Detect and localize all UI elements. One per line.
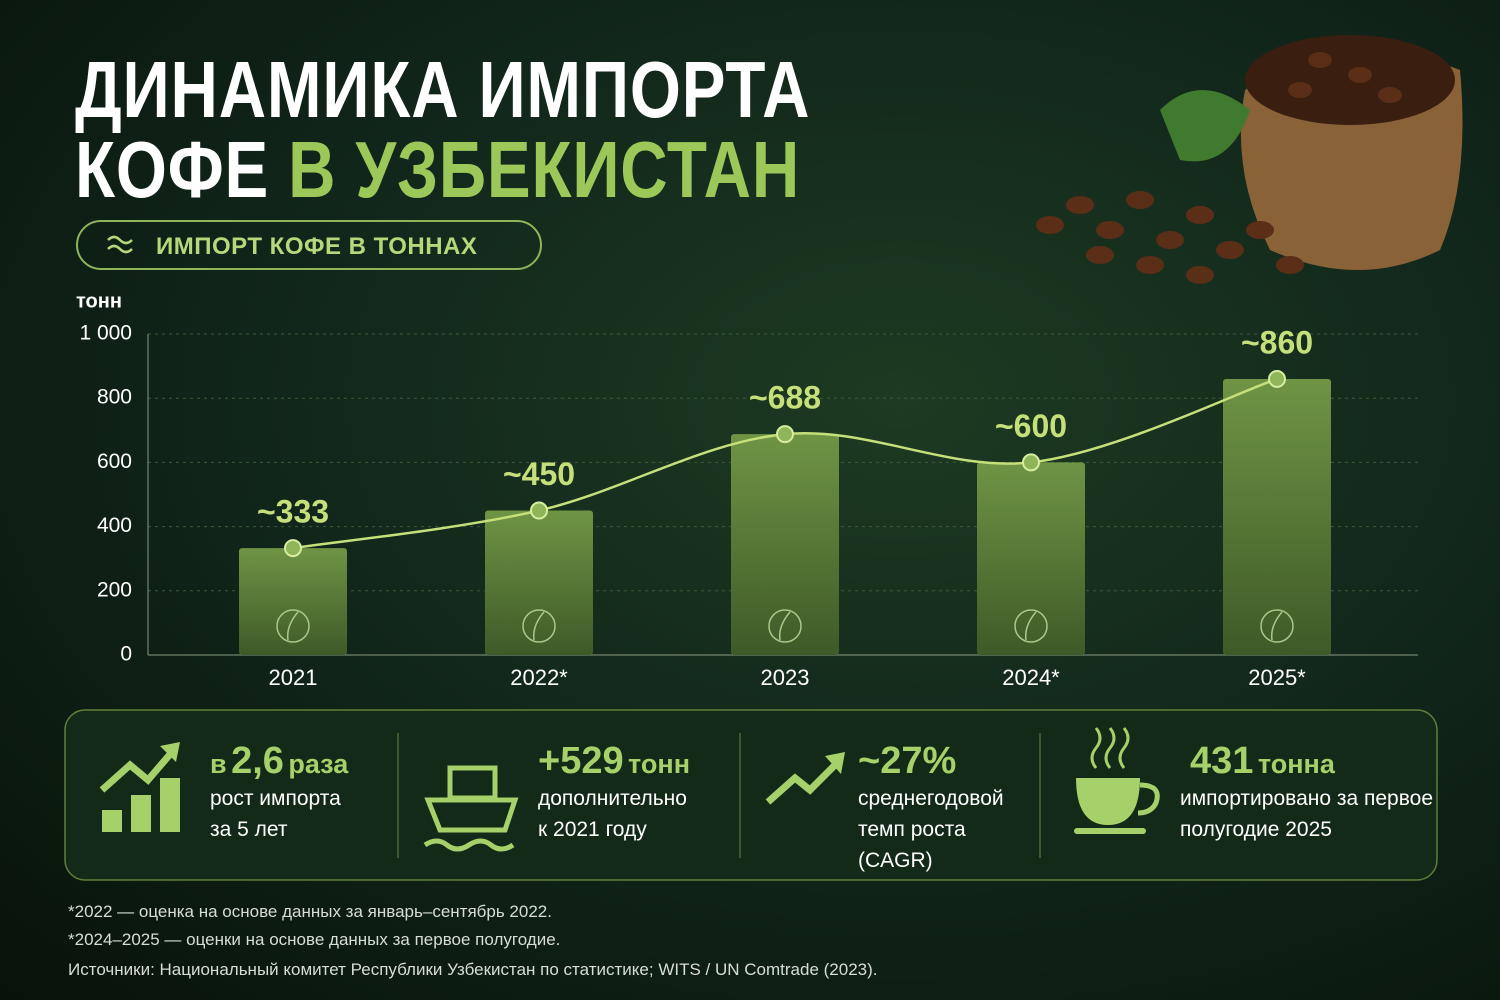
stat-desc: темп роста: [858, 818, 966, 841]
y-tick-label: 200: [97, 578, 132, 601]
stat-value: ~27%: [858, 740, 957, 782]
value-label: ~600: [995, 408, 1067, 444]
pill-label: ИМПОРТ КОФЕ В ТОННАХ: [156, 233, 478, 260]
stat: +529 тонн дополнительно к 2021 году: [538, 740, 690, 845]
stat-desc: среднегодовой: [858, 787, 1004, 810]
footnote: Источники: Национальный комитет Республи…: [68, 960, 878, 979]
footnote: *2022 — оценка на основе данных за январ…: [68, 902, 552, 921]
y-tick-label: 400: [97, 514, 132, 537]
stat-desc: к 2021 году: [538, 818, 647, 841]
x-tick-label: 2022*: [510, 665, 568, 690]
point: [284, 539, 302, 558]
bar: [731, 434, 839, 655]
stat-icons: [99, 727, 1160, 852]
x-tick-label: 2023: [761, 665, 810, 690]
bean-icon: [1014, 609, 1048, 643]
value-label: ~450: [503, 456, 575, 492]
value-label: ~860: [1241, 324, 1313, 360]
bean-icon: [276, 609, 310, 643]
y-tick-label: 0: [120, 643, 132, 666]
stat-desc: дополнительно: [538, 787, 687, 810]
stat: ~27% среднегодовой темп роста (CAGR): [858, 740, 1004, 876]
stat-unit: раза: [288, 749, 349, 779]
stat-desc: импортировано за первое: [1180, 787, 1434, 810]
stat: в 2,6 раза рост импорта за 5 лет: [210, 740, 348, 845]
x-tick-label: 2025*: [1248, 665, 1306, 690]
x-tick-label: 2024*: [1002, 665, 1060, 690]
stat-unit: тонн: [628, 749, 691, 779]
legend-pill: ИМПОРТ КОФЕ В ТОННАХ: [76, 220, 542, 270]
bean-icon: [532, 611, 545, 641]
stat-unit: тонна: [1257, 749, 1335, 779]
value-label: ~333: [257, 494, 329, 530]
stat-value: +529: [538, 740, 624, 782]
bar: [485, 510, 593, 655]
value-label: ~688: [749, 380, 821, 416]
bean-icon: [1270, 611, 1283, 641]
y-tick-label: 1 000: [79, 322, 132, 345]
x-tick-label: 2021: [269, 665, 318, 690]
point: [530, 501, 548, 520]
pill-icon: [107, 235, 133, 254]
point: [1022, 453, 1040, 472]
panel-dividers: [397, 733, 1041, 858]
bean-icon: [778, 611, 791, 641]
footnote: *2024–2025 — оценки на основе данных за …: [68, 930, 561, 949]
stat-desc: рост импорта: [210, 787, 341, 810]
stat-value: 2,6: [231, 740, 284, 782]
bar: [1223, 378, 1331, 655]
stat-value: 431: [1190, 740, 1254, 782]
stat-desc: за 5 лет: [210, 818, 288, 841]
bean-icon: [1024, 611, 1037, 641]
title-text: КОФЕ: [75, 125, 270, 214]
stat-desc: полугодие 2025: [1180, 818, 1332, 841]
bean-icon: [1260, 609, 1294, 643]
bar: [239, 548, 347, 655]
stat-prefix: в: [210, 749, 227, 779]
title-line: ДИНАМИКА ИМПОРТА: [75, 45, 811, 134]
coffee-illustration: [1036, 35, 1463, 284]
bean-icon: [768, 609, 802, 643]
point: [1268, 369, 1286, 388]
stat-desc: (CAGR): [858, 849, 933, 872]
title-line: КОФЕ В УЗБЕКИСТАН: [75, 124, 800, 216]
bean-icon: [286, 611, 299, 641]
y-axis-label: тонн: [76, 290, 122, 312]
bean-icon: [522, 609, 556, 643]
y-tick-label: 600: [97, 450, 132, 473]
point: [776, 425, 794, 444]
y-tick-label: 800: [97, 386, 132, 409]
bar: [977, 462, 1085, 655]
stat: 431 тонна импортировано за первое полуго…: [1180, 740, 1433, 845]
title-highlight: В УЗБЕКИСТАН: [288, 125, 801, 214]
